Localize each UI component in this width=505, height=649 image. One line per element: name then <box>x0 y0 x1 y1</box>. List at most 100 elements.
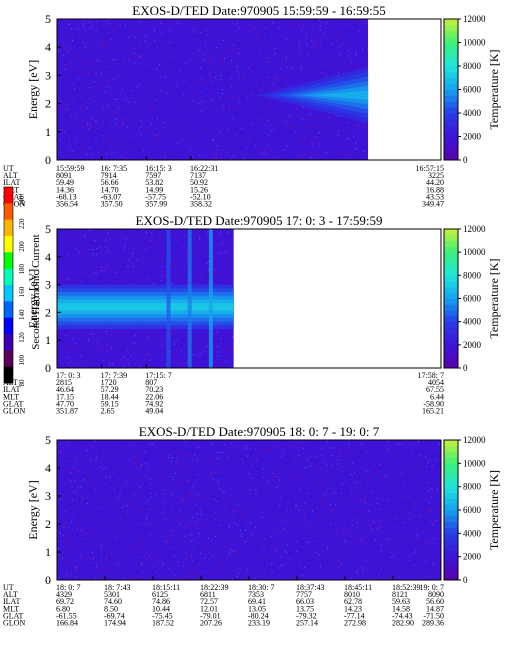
speckle-pixel <box>123 330 125 332</box>
speckle-pixel <box>121 486 123 488</box>
speckle-pixel <box>98 144 100 146</box>
speckle-pixel <box>132 256 134 258</box>
speckle-pixel <box>77 143 79 145</box>
speckle-pixel <box>182 271 184 273</box>
speckle-pixel <box>112 19 114 21</box>
speckle-pixel <box>93 557 95 559</box>
speckle-pixel <box>262 153 264 155</box>
speckle-pixel <box>237 450 239 452</box>
speckle-pixel <box>225 253 227 255</box>
speckle-pixel <box>95 458 97 460</box>
speckle-pixel <box>339 466 341 468</box>
speckle-pixel <box>140 120 142 122</box>
speckle-pixel <box>336 552 338 554</box>
speckle-pixel <box>113 78 115 80</box>
speckle-pixel <box>202 80 204 82</box>
speckle-pixel <box>398 550 400 552</box>
speckle-pixel <box>276 486 278 488</box>
speckle-pixel <box>402 571 404 573</box>
speckle-pixel <box>73 88 75 90</box>
speckle-pixel <box>282 520 284 522</box>
speckle-pixel <box>179 468 181 470</box>
speckle-pixel <box>228 145 230 147</box>
speckle-pixel <box>346 122 348 124</box>
speckle-pixel <box>101 267 103 269</box>
speckle-pixel <box>298 450 300 452</box>
speckle-pixel <box>268 132 270 134</box>
speckle-pixel <box>92 118 94 120</box>
colorbar-step <box>444 475 458 482</box>
speckle-pixel <box>351 561 353 563</box>
speckle-pixel <box>110 71 112 73</box>
speckle-pixel <box>427 482 429 484</box>
speckle-pixel <box>112 58 114 60</box>
speckle-pixel <box>61 272 63 274</box>
orbit-value-alt: 1720 <box>101 378 117 387</box>
speckle-pixel <box>427 574 429 576</box>
speckle-pixel <box>143 149 145 151</box>
speckle-pixel <box>137 54 139 56</box>
speckle-pixel <box>257 513 259 515</box>
speckle-pixel <box>237 72 239 74</box>
speckle-pixel <box>81 268 83 270</box>
speckle-pixel <box>79 366 81 368</box>
speckle-pixel <box>164 577 166 579</box>
speckle-pixel <box>245 447 247 449</box>
speckle-pixel <box>385 575 387 577</box>
speckle-pixel <box>233 446 235 448</box>
speckle-pixel <box>146 516 148 518</box>
speckle-pixel <box>164 519 166 521</box>
speckle-pixel <box>245 105 247 107</box>
speckle-pixel <box>58 28 60 30</box>
speckle-pixel <box>222 279 224 281</box>
speckle-pixel <box>123 137 125 139</box>
speckle-pixel <box>66 279 68 281</box>
orbit-value-ut: 17:15: 7 <box>145 371 171 380</box>
speckle-pixel <box>281 452 283 454</box>
speckle-pixel <box>258 498 260 500</box>
speckle-pixel <box>289 128 291 130</box>
speckle-pixel <box>236 66 238 68</box>
orbit-value-glon: 272.98 <box>344 619 366 628</box>
speckle-pixel <box>115 342 117 344</box>
colorbar-step <box>444 263 458 271</box>
speckle-pixel <box>170 362 172 364</box>
speckle-pixel <box>130 444 132 446</box>
speckle-pixel <box>131 254 133 256</box>
speckle-pixel <box>358 491 360 493</box>
orbit-value-glat: -71.50 <box>423 611 444 620</box>
speckle-pixel <box>65 76 67 78</box>
speckle-pixel <box>384 460 386 462</box>
speckle-pixel <box>346 138 348 140</box>
speckle-pixel <box>98 80 100 82</box>
speckle-pixel <box>77 463 79 465</box>
speckle-pixel <box>350 60 352 62</box>
speckle-pixel <box>102 497 104 499</box>
speckle-pixel <box>99 540 101 542</box>
speckle-pixel <box>136 249 138 251</box>
speckle-pixel <box>236 576 238 578</box>
speckle-pixel <box>335 479 337 481</box>
speckle-pixel <box>249 561 251 563</box>
speckle-pixel <box>276 476 278 478</box>
speckle-pixel <box>119 493 121 495</box>
speckle-pixel <box>74 246 76 248</box>
speckle-pixel <box>89 27 91 29</box>
speckle-pixel <box>188 538 190 540</box>
speckle-pixel <box>77 35 79 37</box>
speckle-pixel <box>290 22 292 24</box>
speckle-pixel <box>147 336 149 338</box>
speckle-pixel <box>81 120 83 122</box>
speckle-pixel <box>221 350 223 352</box>
speckle-pixel <box>185 154 187 156</box>
speckle-pixel <box>182 574 184 576</box>
speckle-pixel <box>220 63 222 65</box>
colorbar-tick-label: 4000 <box>463 317 482 327</box>
speckle-pixel <box>214 110 216 112</box>
speckle-pixel <box>173 229 175 231</box>
speckle-pixel <box>156 497 158 499</box>
speckle-pixel <box>304 502 306 504</box>
speckle-pixel <box>118 138 120 140</box>
speckle-pixel <box>201 54 203 56</box>
speckle-pixel <box>70 355 72 357</box>
